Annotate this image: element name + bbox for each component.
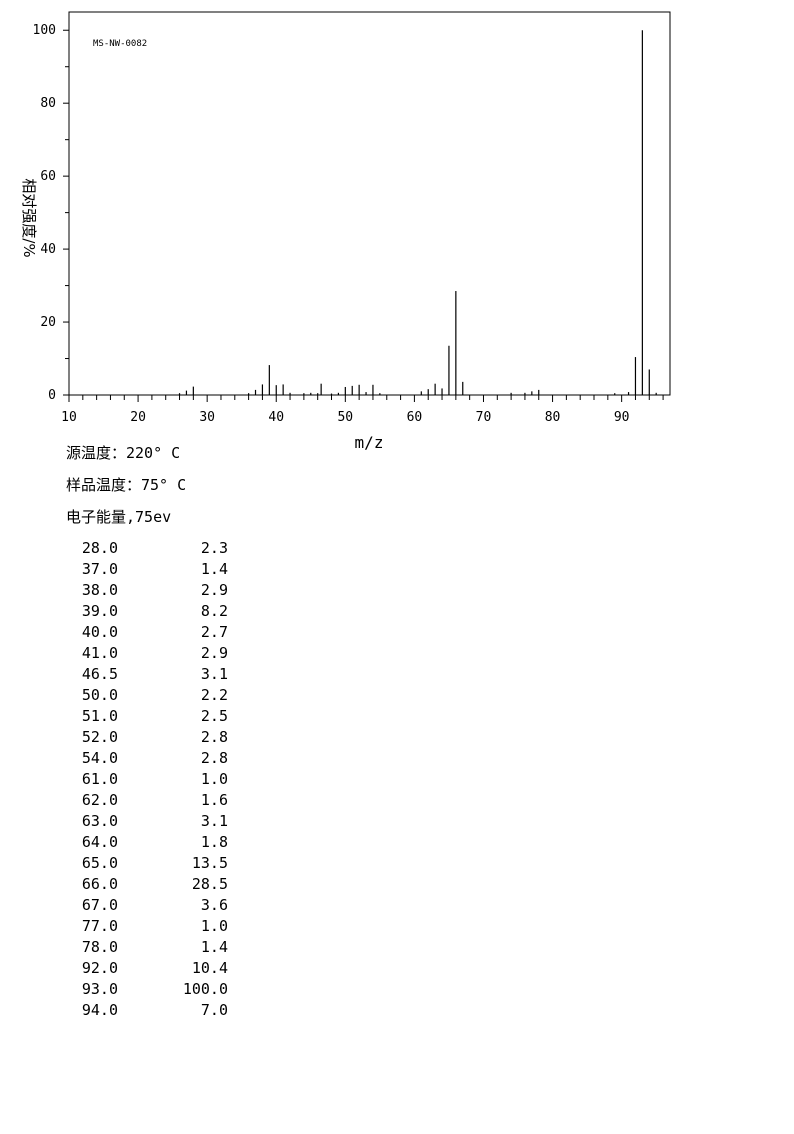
table-mz-value: 52.0 (81, 728, 118, 746)
x-tick-label: 20 (130, 410, 146, 425)
table-row: 38.0 2.9 (66, 580, 266, 601)
table-row: 37.0 1.4 (66, 559, 266, 580)
table-mz-value: 39.0 (81, 602, 118, 620)
table-mz-value: 37.0 (81, 560, 118, 578)
table-intensity-value: 28.5 (191, 875, 228, 893)
x-tick-label: 30 (199, 410, 215, 425)
table-mz-value: 94.0 (81, 1001, 118, 1019)
table-intensity-value: 8.2 (200, 602, 228, 620)
table-intensity-value: 1.4 (200, 938, 228, 956)
table-mz-value: 65.0 (81, 854, 118, 872)
table-mz-value: 41.0 (81, 644, 118, 662)
table-mz-value: 62.0 (81, 791, 118, 809)
table-row: 65.0 13.5 (66, 853, 266, 874)
table-intensity-value: 1.0 (200, 770, 228, 788)
table-mz-value: 38.0 (81, 581, 118, 599)
y-tick-label: 100 (33, 23, 56, 38)
y-tick-label: 80 (40, 96, 56, 111)
table-row: 93.0 100.0 (66, 979, 266, 1000)
table-row: 28.0 2.3 (66, 538, 266, 559)
mass-spectrum-chart: 0 20 40 60 80 100 10 20 30 40 50 60 70 80 90 MS-NW-00… (20, 11, 671, 452)
spectrum-id-label: MS-NW-0082 (93, 39, 147, 49)
table-intensity-value: 100.0 (182, 980, 228, 998)
table-intensity-value: 2.5 (200, 707, 228, 725)
table-mz-value: 28.0 (81, 539, 118, 557)
table-intensity-value: 2.2 (200, 686, 228, 704)
table-mz-value: 46.5 (81, 665, 118, 683)
table-row: 77.0 1.0 (66, 916, 266, 937)
table-row: 78.0 1.4 (66, 937, 266, 958)
x-tick-label: 90 (614, 410, 630, 425)
table-row: 46.5 3.1 (66, 664, 266, 685)
table-row: 41.0 2.9 (66, 643, 266, 664)
table-row: 50.0 2.2 (66, 685, 266, 706)
table-mz-value: 78.0 (81, 938, 118, 956)
table-mz-value: 92.0 (81, 959, 118, 977)
table-intensity-value: 1.0 (200, 917, 228, 935)
table-mz-value: 77.0 (81, 917, 118, 935)
y-axis: 0 20 40 60 80 100 (33, 23, 69, 403)
table-intensity-value: 2.7 (200, 623, 228, 641)
plot-frame (68, 11, 671, 396)
table-intensity-value: 2.9 (200, 644, 228, 662)
table-row: 94.0 7.0 (66, 1000, 266, 1021)
y-tick-label: 20 (40, 315, 56, 330)
table-row: 61.0 1.0 (66, 769, 266, 790)
table-mz-value: 64.0 (81, 833, 118, 851)
y-tick-label: 60 (40, 169, 56, 184)
table-row: 51.0 2.5 (66, 706, 266, 727)
table-mz-value: 93.0 (81, 980, 118, 998)
table-intensity-value: 1.6 (200, 791, 228, 809)
table-intensity-value: 2.9 (200, 581, 228, 599)
table-row: 64.0 1.8 (66, 832, 266, 853)
x-tick-label: 40 (268, 410, 284, 425)
y-tick-label: 40 (40, 242, 56, 257)
source-temperature: 源温度：220° C (66, 444, 181, 462)
peak-table: 28.0 2.3 37.0 1.4 38.0 2.9 39.0 8.2 40.0 2.7 41.0 2… (66, 538, 266, 1021)
table-intensity-value: 2.3 (200, 539, 228, 557)
table-mz-value: 66.0 (81, 875, 118, 893)
peak-series (178, 30, 657, 395)
table-mz-value: 54.0 (81, 749, 118, 767)
x-tick-label: 70 (476, 410, 492, 425)
x-tick-label: 60 (407, 410, 423, 425)
table-intensity-value: 1.4 (200, 560, 228, 578)
table-row: 67.0 3.6 (66, 895, 266, 916)
x-tick-label: 10 (61, 410, 77, 425)
table-intensity-value: 3.1 (200, 812, 228, 830)
table-mz-value: 51.0 (81, 707, 118, 725)
table-mz-value: 40.0 (81, 623, 118, 641)
x-axis: 10 20 30 40 50 60 70 80 90 (61, 395, 664, 425)
table-intensity-value: 2.8 (200, 728, 228, 746)
table-row: 62.0 1.6 (66, 790, 266, 811)
table-intensity-value: 3.1 (200, 665, 228, 683)
table-intensity-value: 1.8 (200, 833, 228, 851)
table-row: 52.0 2.8 (66, 727, 266, 748)
table-intensity-value: 7.0 (200, 1001, 228, 1019)
table-intensity-value: 3.6 (200, 896, 228, 914)
table-intensity-value: 2.8 (200, 749, 228, 767)
y-tick-label: 0 (48, 388, 56, 403)
sample-temperature: 样品温度：75° C (66, 476, 187, 494)
table-row: 92.0 10.4 (66, 958, 266, 979)
table-row: 54.0 2.8 (66, 748, 266, 769)
table-row: 66.0 28.5 (66, 874, 266, 895)
table-mz-value: 67.0 (81, 896, 118, 914)
table-intensity-value: 10.4 (191, 959, 228, 977)
table-mz-value: 63.0 (81, 812, 118, 830)
y-axis-label: 相对强度/% (20, 178, 38, 257)
x-axis-label: m/z (355, 433, 384, 452)
electron-energy: 电子能量,75ev (66, 508, 172, 526)
x-tick-label: 80 (545, 410, 561, 425)
x-tick-label: 50 (337, 410, 353, 425)
table-mz-value: 50.0 (81, 686, 118, 704)
table-row: 39.0 8.2 (66, 601, 266, 622)
table-intensity-value: 13.5 (191, 854, 228, 872)
table-row: 63.0 3.1 (66, 811, 266, 832)
table-row: 40.0 2.7 (66, 622, 266, 643)
table-mz-value: 61.0 (81, 770, 118, 788)
